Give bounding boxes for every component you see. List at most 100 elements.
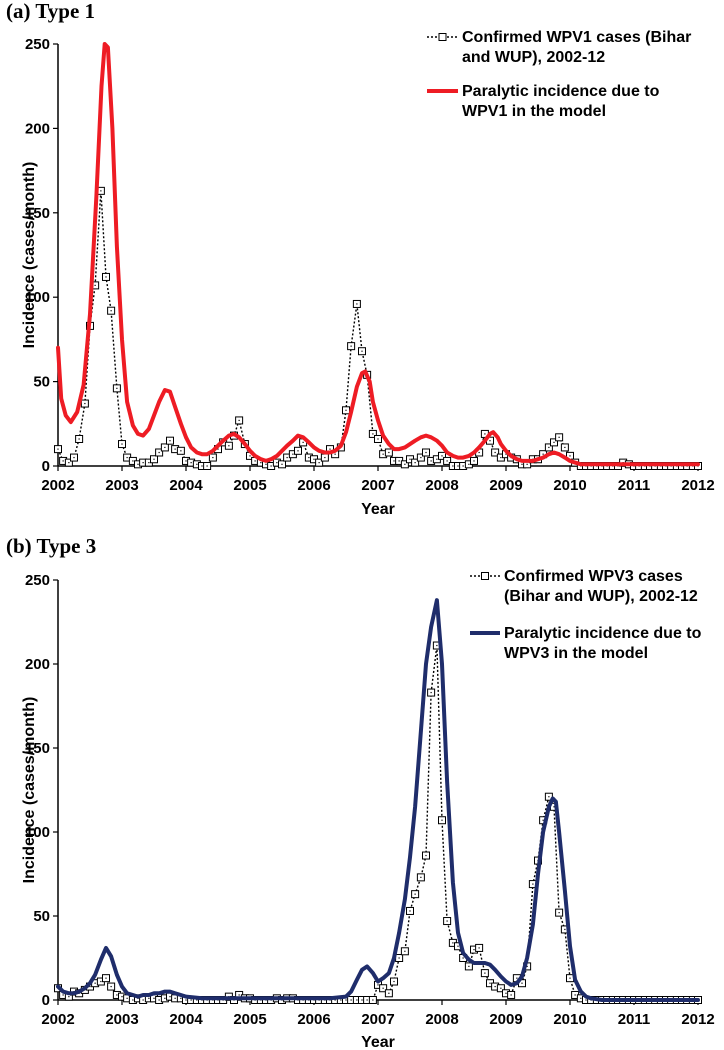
observed-point-dot bbox=[356, 999, 358, 1001]
model-series-line bbox=[56, 598, 700, 1002]
y-tick-label: 100 bbox=[25, 824, 50, 841]
observed-point-dot bbox=[340, 999, 342, 1001]
observed-point-dot bbox=[462, 465, 464, 467]
observed-point-dot bbox=[452, 465, 454, 467]
x-axis-title: Year bbox=[361, 501, 395, 518]
observed-point-dot bbox=[420, 456, 422, 459]
observed-point-dot bbox=[345, 409, 347, 411]
legend-line: WPV3 in the model bbox=[504, 645, 648, 662]
observed-point-dot bbox=[164, 446, 166, 449]
observed-point-dot bbox=[185, 460, 187, 462]
y-tick-label: 250 bbox=[25, 572, 50, 589]
y-tick-label: 50 bbox=[33, 374, 50, 391]
y-tick-label: 250 bbox=[25, 36, 50, 53]
observed-point-dot bbox=[174, 448, 176, 450]
observed-point-dot bbox=[286, 456, 288, 459]
observed-series-line bbox=[57, 645, 698, 1001]
observed-point-dot bbox=[116, 387, 118, 389]
observed-point-dot bbox=[350, 345, 352, 347]
observed-point-dot bbox=[105, 276, 107, 278]
observed-point-dot bbox=[196, 463, 198, 465]
observed-point-dot bbox=[158, 999, 160, 1001]
observed-point-dot bbox=[436, 458, 438, 460]
observed-point-dot bbox=[494, 451, 496, 454]
observed-point-dot bbox=[430, 691, 432, 694]
observed-point-dot bbox=[142, 999, 144, 1001]
x-tick-label: 2007 bbox=[361, 1011, 394, 1028]
legend-line: Confirmed WPV1 cases (Bihar bbox=[462, 29, 691, 46]
y-tick-label: 200 bbox=[25, 656, 50, 673]
observed-point-dot bbox=[185, 999, 187, 1001]
observed-point-dot bbox=[276, 462, 278, 464]
observed-point-dot bbox=[334, 999, 336, 1001]
x-tick-label: 2009 bbox=[489, 477, 522, 494]
legend-observed-label: Confirmed WPV1 cases (Bihar and WUP), 200… bbox=[462, 29, 691, 66]
observed-point-dot bbox=[580, 997, 582, 999]
observed-point-dot bbox=[468, 965, 470, 967]
observed-point-dot bbox=[94, 982, 96, 984]
observed-point-dot bbox=[505, 992, 507, 994]
observed-point-dot bbox=[260, 462, 262, 464]
observed-point-dot bbox=[558, 436, 560, 438]
chart-panel-1: (a) Type 1 0 50 100 150 200 250 2002 2003 2004 200… bbox=[6, 0, 715, 518]
legend-observed-marker bbox=[438, 33, 447, 41]
x-tick-label: 2007 bbox=[361, 477, 394, 494]
x-tick-label: 2003 bbox=[105, 477, 138, 494]
observed-point-dot bbox=[382, 987, 384, 989]
observed-point-dot bbox=[164, 997, 166, 999]
observed-point-dot bbox=[398, 957, 400, 959]
observed-point-dot bbox=[356, 303, 358, 305]
observed-point-dot bbox=[132, 460, 134, 462]
observed-point-dot bbox=[350, 999, 352, 1001]
legend: Confirmed WPV3 cases (Bihar and WUP), 200… bbox=[470, 568, 702, 662]
observed-point-dot bbox=[526, 463, 528, 465]
x-tick-label: 2011 bbox=[618, 477, 651, 494]
observed-point-dot bbox=[564, 928, 566, 931]
observed-point-dot bbox=[452, 942, 454, 944]
observed-point-dot bbox=[553, 441, 555, 443]
observed-point-dot bbox=[558, 912, 560, 914]
x-tick-label: 2004 bbox=[169, 477, 203, 494]
chart-panel-2: (b) Type 3 0 50 100 150 200 250 2002 2003 2004 200… bbox=[6, 534, 715, 1050]
observed-point-dot bbox=[126, 997, 128, 999]
observed-point-dot bbox=[478, 947, 480, 949]
observed-point-dot bbox=[393, 980, 395, 983]
observed-point-dot bbox=[308, 456, 310, 459]
y-tick-label: 100 bbox=[25, 289, 50, 306]
observed-point-dot bbox=[265, 463, 267, 465]
observed-point-dot bbox=[334, 453, 336, 455]
observed-point-dot bbox=[249, 455, 251, 457]
observed-point-dot bbox=[494, 985, 496, 988]
panel-title: (b) Type 3 bbox=[6, 534, 96, 558]
observed-point-dot bbox=[516, 977, 518, 979]
observed-point-dot bbox=[169, 440, 171, 442]
observed-point-dot bbox=[372, 999, 374, 1001]
panel-title: (a) Type 1 bbox=[6, 0, 95, 23]
observed-point-dot bbox=[521, 982, 523, 984]
observed-point-dot bbox=[500, 987, 502, 989]
observed-point-dot bbox=[462, 957, 464, 959]
x-tick-label: 2006 bbox=[297, 477, 330, 494]
legend-observed-label: Confirmed WPV3 cases (Bihar and WUP), 200… bbox=[504, 568, 698, 605]
observed-point-dot bbox=[196, 999, 198, 1001]
observed-point-dot bbox=[153, 997, 155, 999]
x-axis-title: Year bbox=[361, 1034, 395, 1050]
x-tick-label: 2011 bbox=[618, 1011, 651, 1028]
x-tick-label: 2003 bbox=[105, 1011, 138, 1028]
observed-point-dot bbox=[121, 996, 123, 998]
observed-point-dot bbox=[254, 460, 256, 462]
y-tick-label: 200 bbox=[25, 120, 50, 137]
observed-point-dot bbox=[569, 977, 571, 979]
y-tick-label: 50 bbox=[33, 908, 50, 925]
observed-point-dot bbox=[468, 463, 470, 465]
observed-point-dot bbox=[505, 453, 507, 455]
observed-point-dot bbox=[297, 450, 299, 452]
observed-point-dot bbox=[116, 994, 118, 996]
observed-point-dot bbox=[489, 440, 491, 442]
legend: Confirmed WPV1 cases (Bihar and WUP), 200… bbox=[427, 29, 691, 120]
observed-point-dot bbox=[436, 644, 438, 647]
legend-model-label: Paralytic incidence due to WPV1 in the mo… bbox=[462, 83, 660, 120]
observed-point-dot bbox=[89, 985, 91, 988]
observed-point-dot bbox=[217, 448, 219, 450]
